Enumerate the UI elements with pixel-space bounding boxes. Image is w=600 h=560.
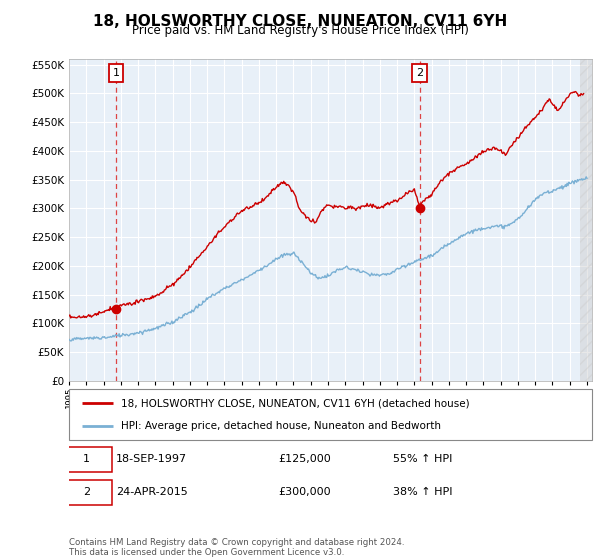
Text: Price paid vs. HM Land Registry's House Price Index (HPI): Price paid vs. HM Land Registry's House …	[131, 24, 469, 37]
Text: 18-SEP-1997: 18-SEP-1997	[116, 454, 187, 464]
FancyBboxPatch shape	[69, 389, 592, 440]
Text: 18, HOLSWORTHY CLOSE, NUNEATON, CV11 6YH: 18, HOLSWORTHY CLOSE, NUNEATON, CV11 6YH	[93, 14, 507, 29]
Text: £125,000: £125,000	[278, 454, 331, 464]
Text: 24-APR-2015: 24-APR-2015	[116, 487, 188, 497]
Text: 1: 1	[112, 68, 119, 78]
Text: 2: 2	[416, 68, 423, 78]
Bar	[580, 59, 592, 381]
FancyBboxPatch shape	[61, 446, 112, 472]
Text: 18, HOLSWORTHY CLOSE, NUNEATON, CV11 6YH (detached house): 18, HOLSWORTHY CLOSE, NUNEATON, CV11 6YH…	[121, 398, 470, 408]
Text: Contains HM Land Registry data © Crown copyright and database right 2024.
This d: Contains HM Land Registry data © Crown c…	[69, 538, 404, 557]
FancyBboxPatch shape	[61, 480, 112, 506]
Text: £300,000: £300,000	[278, 487, 331, 497]
Text: 38% ↑ HPI: 38% ↑ HPI	[394, 487, 453, 497]
Text: 55% ↑ HPI: 55% ↑ HPI	[394, 454, 453, 464]
Text: 1: 1	[83, 454, 90, 464]
Text: HPI: Average price, detached house, Nuneaton and Bedworth: HPI: Average price, detached house, Nune…	[121, 422, 442, 432]
Text: 2: 2	[83, 487, 91, 497]
